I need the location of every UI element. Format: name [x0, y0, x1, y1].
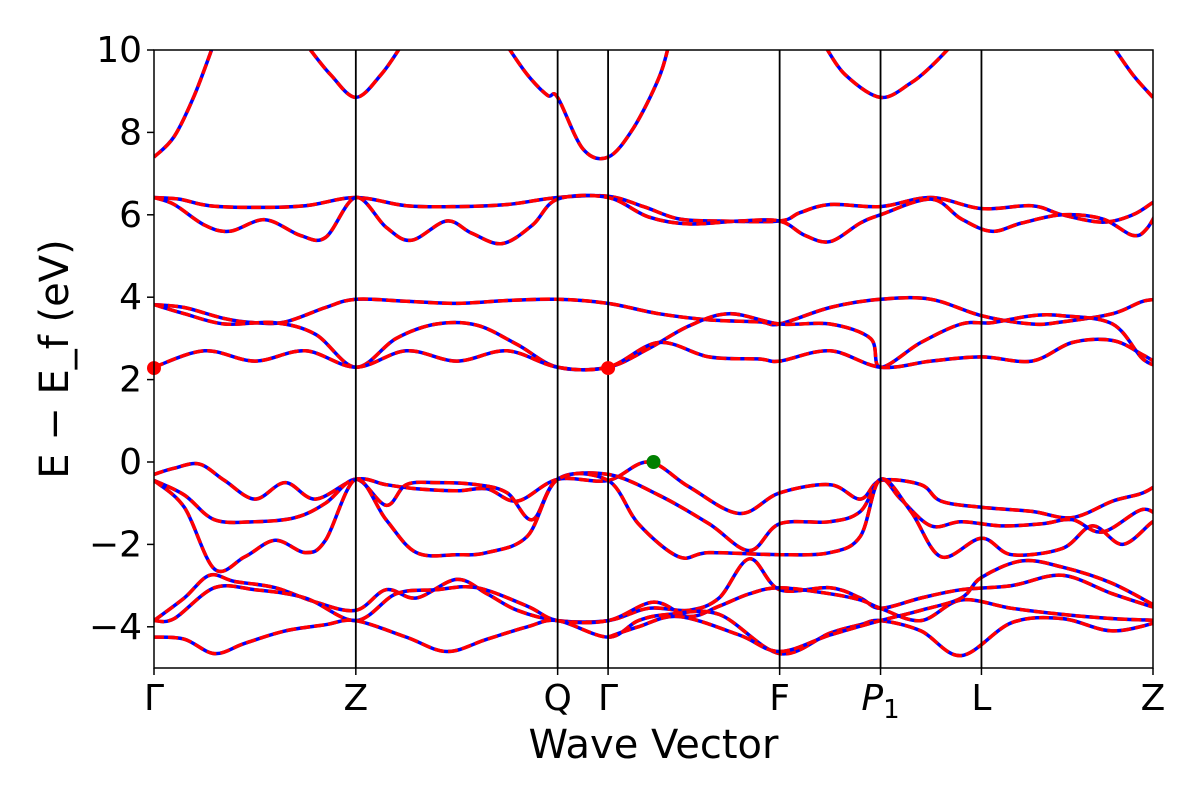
band-3-solid-line	[507, 50, 670, 161]
y-tick-label-0: 0	[119, 442, 142, 483]
plot-frame	[153, 49, 1154, 669]
band-12-dashed-line	[154, 471, 1153, 553]
band-12-solid-line	[154, 471, 1153, 553]
band-1-dashed-line	[154, 50, 214, 159]
band-1-solid-line	[154, 50, 214, 159]
y-tick-label-2: 2	[119, 360, 142, 401]
y-tick-label--4: −4	[89, 607, 142, 648]
y-tick-label-4: 4	[119, 277, 142, 318]
band-7-dashed-line	[154, 193, 1153, 246]
band-11-dashed-line	[154, 460, 1153, 520]
x-tick-label-5: P1	[861, 678, 899, 725]
band-13-dashed-line	[154, 471, 1153, 574]
vbm-marker-1	[646, 455, 661, 469]
x-axis-ticks: Γ Z Q Γ F P1 L Z	[144, 668, 1165, 725]
y-tick-label--2: −2	[89, 524, 142, 565]
cbm-marker-2	[601, 361, 616, 376]
band-9-dashed-line	[154, 302, 1153, 372]
y-axis-ticks: −4 −2 0 2 4 6 8 10	[89, 30, 154, 648]
band-5-solid-line	[1113, 50, 1153, 99]
y-tick-label-10: 10	[96, 30, 142, 71]
x-axis-title: Wave Vector	[529, 722, 780, 768]
band-14-solid-line	[154, 557, 1153, 624]
high-symmetry-lines-group	[354, 50, 983, 668]
y-tick-label-8: 8	[119, 112, 142, 153]
x-tick-label-6: L	[971, 678, 991, 719]
band-5-dashed-line	[1113, 50, 1153, 99]
extrema-markers-group	[147, 361, 661, 469]
band-10-dashed-line	[154, 337, 1153, 372]
band-lines-group	[154, 50, 1153, 658]
x-tick-label-7: Z	[1141, 678, 1166, 719]
y-tick-label-6: 6	[119, 195, 142, 236]
x-tick-label-2: Q	[543, 678, 571, 719]
x-tick-label-1: Z	[343, 678, 368, 719]
band-8-dashed-line	[154, 295, 1153, 327]
band-13-solid-line	[154, 471, 1153, 574]
band-17-dashed-line	[607, 558, 1153, 654]
band-16-dashed-line	[154, 609, 1153, 658]
band-14-dashed-line	[154, 557, 1153, 624]
band-2-dashed-line	[309, 50, 401, 100]
band-4-dashed-line	[825, 50, 950, 100]
x-tick-label-4: F	[769, 678, 790, 719]
band-3-dashed-line	[507, 50, 670, 161]
x-tick-label-0: Γ	[144, 678, 164, 719]
y-axis-title: E − E_f (eV)	[32, 239, 78, 478]
x-tick-label-3: Γ	[598, 678, 618, 719]
